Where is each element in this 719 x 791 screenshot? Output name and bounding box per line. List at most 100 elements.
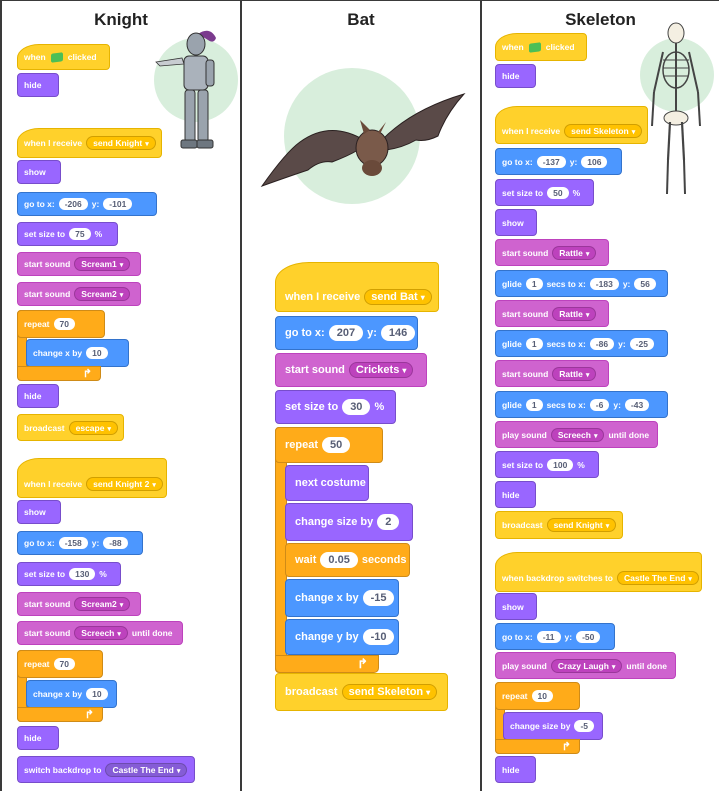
glide-secs-input[interactable]: 1 (525, 398, 543, 411)
change-x-block[interactable]: change x by 10 (26, 339, 129, 367)
hide-block[interactable]: hide (17, 73, 59, 97)
sound-dropdown[interactable]: Screech ▾ (74, 626, 128, 640)
hide-block[interactable]: hide (17, 384, 59, 408)
x-input[interactable]: -11 (536, 630, 561, 643)
bat-sprite-image[interactable] (260, 90, 466, 200)
repeat-block[interactable]: repeat 10 (495, 682, 580, 710)
sound-dropdown[interactable]: Scream1 ▾ (74, 257, 131, 271)
size-input[interactable]: 75 (69, 228, 91, 240)
skeleton-sprite-image[interactable] (648, 22, 704, 200)
hide-block[interactable]: hide (495, 64, 536, 88)
repeat-block[interactable]: repeat 50 (275, 427, 383, 463)
when-i-receive-block[interactable]: when I receive send Skeleton ▾ (495, 106, 648, 144)
change-size-input[interactable]: -5 (574, 720, 595, 732)
change-size-input[interactable]: 2 (377, 514, 400, 530)
glide-block[interactable]: glide 1 secs to x: -86 y: -25 (495, 330, 668, 357)
backdrop-dropdown[interactable]: Castle The End ▾ (105, 762, 188, 777)
glide-y-input[interactable]: -43 (624, 398, 650, 411)
wait-block[interactable]: wait 0.05 seconds (285, 543, 410, 577)
start-sound-until-done-block[interactable]: start sound Screech ▾ until done (17, 621, 183, 645)
x-input[interactable]: 207 (328, 325, 364, 341)
size-input[interactable]: 30 (342, 399, 371, 415)
glide-block[interactable]: glide 1 secs to x: -6 y: -43 (495, 391, 668, 418)
repeat-block[interactable]: repeat 70 (17, 310, 105, 338)
next-costume-block[interactable]: next costume (285, 465, 369, 501)
repeat-count-input[interactable]: 10 (531, 690, 553, 702)
hide-block[interactable]: hide (495, 756, 536, 783)
change-x-input[interactable]: -15 (362, 590, 395, 606)
message-dropdown[interactable]: send Knight 2 ▾ (86, 477, 163, 491)
y-input[interactable]: -88 (103, 537, 128, 549)
knight-sprite-image[interactable] (152, 24, 232, 166)
message-dropdown[interactable]: send Knight ▾ (86, 136, 156, 150)
message-dropdown[interactable]: send Bat ▾ (364, 289, 432, 305)
go-to-xy-block[interactable]: go to x: -206 y: -101 (17, 192, 157, 216)
when-i-receive-block[interactable]: when I receive send Bat ▾ (275, 262, 439, 312)
glide-x-input[interactable]: -183 (589, 277, 619, 290)
go-to-xy-block[interactable]: go to x: -158 y: -88 (17, 531, 143, 555)
repeat-count-input[interactable]: 70 (53, 318, 75, 330)
broadcast-block[interactable]: broadcast escape ▾ (17, 414, 124, 441)
when-backdrop-switches-block[interactable]: when backdrop switches to Castle The End… (495, 552, 702, 592)
glide-secs-input[interactable]: 1 (525, 277, 543, 290)
glide-x-input[interactable]: -86 (589, 337, 615, 350)
sound-dropdown[interactable]: Rattle ▾ (552, 245, 597, 260)
set-size-block[interactable]: set size to 130 % (17, 562, 121, 586)
switch-backdrop-block[interactable]: switch backdrop to Castle The End ▾ (17, 756, 195, 783)
sound-dropdown[interactable]: Rattle ▾ (552, 306, 597, 321)
y-input[interactable]: -50 (576, 630, 601, 643)
start-sound-block[interactable]: start sound Rattle ▾ (495, 239, 609, 266)
go-to-xy-block[interactable]: go to x: -11 y: -50 (495, 623, 615, 650)
change-x-block[interactable]: change x by 10 (26, 680, 117, 708)
broadcast-dropdown[interactable]: escape ▾ (68, 420, 118, 435)
when-flag-clicked-block[interactable]: when clicked (17, 44, 110, 70)
start-sound-block[interactable]: start sound Rattle ▾ (495, 300, 609, 327)
hide-block[interactable]: hide (495, 481, 536, 508)
repeat-count-input[interactable]: 70 (53, 658, 75, 670)
y-input[interactable]: 106 (581, 155, 608, 168)
when-i-receive-block[interactable]: when I receive send Knight 2 ▾ (17, 458, 167, 498)
sound-dropdown[interactable]: Rattle ▾ (552, 366, 597, 381)
go-to-xy-block[interactable]: go to x: -137 y: 106 (495, 148, 622, 175)
play-sound-until-done-block[interactable]: play sound Crazy Laugh ▾ until done (495, 652, 676, 679)
sound-dropdown[interactable]: Scream2 ▾ (74, 287, 131, 301)
set-size-block[interactable]: set size to 100 % (495, 451, 599, 478)
x-input[interactable]: -206 (58, 198, 88, 210)
sound-dropdown[interactable]: Screech ▾ (550, 427, 605, 442)
wait-input[interactable]: 0.05 (320, 552, 358, 568)
backdrop-dropdown[interactable]: Castle The End ▾ (617, 571, 699, 585)
size-input[interactable]: 130 (69, 568, 96, 580)
change-x-input[interactable]: 10 (86, 347, 108, 359)
y-input[interactable]: -101 (103, 198, 133, 210)
message-dropdown[interactable]: send Skeleton ▾ (564, 124, 643, 138)
set-size-block[interactable]: set size to 50 % (495, 179, 594, 206)
change-size-block[interactable]: change size by -5 (503, 712, 603, 740)
show-block[interactable]: show (495, 209, 537, 236)
show-block[interactable]: show (17, 160, 61, 184)
sound-dropdown[interactable]: Crazy Laugh ▾ (550, 658, 623, 673)
when-flag-clicked-block[interactable]: when clicked (495, 33, 587, 61)
repeat-block[interactable]: repeat 70 (17, 650, 103, 678)
start-sound-block[interactable]: start sound Rattle ▾ (495, 360, 609, 387)
go-to-xy-block[interactable]: go to x: 207 y: 146 (275, 316, 418, 350)
y-input[interactable]: 146 (380, 325, 416, 341)
glide-block[interactable]: glide 1 secs to x: -183 y: 56 (495, 270, 668, 297)
play-sound-until-done-block[interactable]: play sound Screech ▾ until done (495, 421, 658, 448)
start-sound-block[interactable]: start sound Crickets ▾ (275, 353, 427, 387)
broadcast-dropdown[interactable]: send Skeleton ▾ (341, 684, 438, 700)
hide-block[interactable]: hide (17, 726, 59, 750)
change-x-block[interactable]: change x by -15 (285, 579, 399, 617)
set-size-block[interactable]: set size to 30 % (275, 390, 396, 424)
sound-dropdown[interactable]: Crickets ▾ (348, 362, 414, 378)
glide-secs-input[interactable]: 1 (525, 337, 543, 350)
change-size-block[interactable]: change size by 2 (285, 503, 413, 541)
change-y-input[interactable]: -10 (362, 629, 395, 645)
change-x-input[interactable]: 10 (86, 688, 108, 700)
size-input[interactable]: 100 (547, 458, 574, 471)
repeat-count-input[interactable]: 50 (322, 437, 351, 453)
glide-y-input[interactable]: 56 (634, 277, 656, 290)
sound-dropdown[interactable]: Scream2 ▾ (74, 597, 131, 611)
start-sound-block[interactable]: start sound Scream2 ▾ (17, 282, 141, 306)
broadcast-block[interactable]: broadcast send Knight ▾ (495, 511, 623, 539)
glide-x-input[interactable]: -6 (589, 398, 610, 411)
